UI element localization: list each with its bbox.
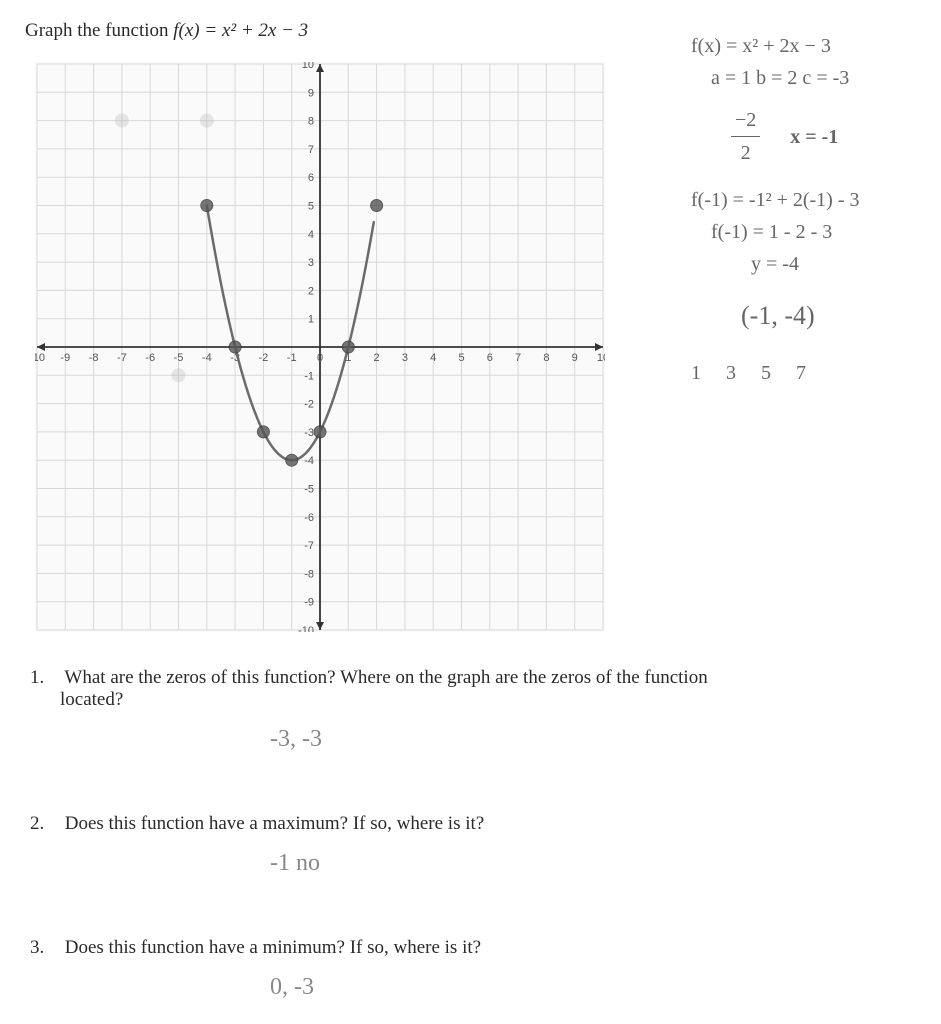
svg-text:-1: -1	[304, 370, 314, 382]
q3-answer: 0, -3	[270, 974, 921, 1001]
svg-text:-2: -2	[259, 352, 269, 364]
hw-line1: f(x) = x² + 2x − 3	[691, 30, 921, 62]
svg-text:7: 7	[308, 144, 314, 156]
svg-text:5: 5	[308, 201, 314, 213]
svg-text:-8: -8	[304, 568, 314, 580]
svg-text:-6: -6	[145, 352, 155, 364]
coordinate-graph: -10-9-8-7-6-5-4-3-2-1012345678910-10-9-8…	[35, 62, 605, 632]
svg-text:-1: -1	[287, 352, 297, 364]
question-1: 1. What are the zeros of this function? …	[30, 667, 921, 753]
svg-text:7: 7	[515, 352, 521, 364]
svg-text:3: 3	[308, 257, 314, 269]
q2-num: 2.	[30, 813, 60, 835]
hw-line2: a = 1 b = 2 c = -3	[711, 62, 921, 94]
q1-num: 1.	[30, 667, 60, 689]
svg-text:2: 2	[308, 285, 314, 297]
question-2: 2. Does this function have a maximum? If…	[30, 813, 921, 877]
q1-answer: -3, -3	[270, 726, 921, 753]
svg-text:-5: -5	[304, 484, 314, 496]
q3-text: Does this function have a minimum? If so…	[65, 937, 481, 958]
hw-line4: f(-1) = -1² + 2(-1) - 3	[691, 184, 921, 216]
svg-text:-2: -2	[304, 399, 314, 411]
q1-text: What are the zeros of this function? Whe…	[64, 667, 707, 688]
svg-text:-10: -10	[35, 352, 45, 364]
svg-text:5: 5	[458, 352, 464, 364]
svg-text:-5: -5	[174, 352, 184, 364]
prompt-text: Graph the function	[25, 20, 173, 41]
svg-text:-8: -8	[89, 352, 99, 364]
hw-frac-bot: 2	[731, 137, 760, 169]
svg-text:0: 0	[317, 352, 323, 364]
svg-text:-7: -7	[304, 540, 314, 552]
svg-text:6: 6	[487, 352, 493, 364]
svg-text:9: 9	[308, 87, 314, 99]
hw-line8: 1 3 5 7	[691, 357, 921, 389]
svg-text:-4: -4	[304, 455, 314, 467]
svg-text:8: 8	[543, 352, 549, 364]
hw-line5: f(-1) = 1 - 2 - 3	[711, 216, 921, 248]
hw-frac-top: −2	[731, 104, 760, 137]
handwritten-work: f(x) = x² + 2x − 3 a = 1 b = 2 c = -3 −2…	[691, 30, 921, 389]
prompt-formula-lhs: f(x)	[173, 20, 199, 41]
svg-text:6: 6	[308, 172, 314, 184]
hw-line7: (-1, -4)	[741, 295, 921, 337]
question-3: 3. Does this function have a minimum? If…	[30, 937, 921, 1001]
q2-text: Does this function have a maximum? If so…	[65, 813, 484, 834]
svg-text:-6: -6	[304, 512, 314, 524]
svg-text:-10: -10	[298, 625, 314, 632]
svg-text:3: 3	[402, 352, 408, 364]
svg-text:10: 10	[597, 352, 605, 364]
svg-text:4: 4	[308, 229, 314, 241]
svg-text:-4: -4	[202, 352, 212, 364]
questions-section: 1. What are the zeros of this function? …	[30, 667, 921, 1001]
svg-text:-3: -3	[304, 427, 314, 439]
prompt-formula-rhs: = x² + 2x − 3	[204, 20, 308, 41]
svg-text:2: 2	[374, 352, 380, 364]
q3-num: 3.	[30, 937, 60, 959]
q1-text2: located?	[60, 689, 921, 711]
svg-text:-9: -9	[60, 352, 70, 364]
svg-text:9: 9	[572, 352, 578, 364]
q2-answer: -1 no	[270, 850, 921, 877]
svg-text:-7: -7	[117, 352, 127, 364]
svg-text:4: 4	[430, 352, 436, 364]
svg-text:1: 1	[308, 314, 314, 326]
hw-line6: y = -4	[751, 248, 921, 280]
hw-line3-result: x = -1	[790, 121, 838, 153]
svg-text:-9: -9	[304, 597, 314, 609]
svg-text:10: 10	[302, 62, 314, 71]
svg-text:8: 8	[308, 116, 314, 128]
